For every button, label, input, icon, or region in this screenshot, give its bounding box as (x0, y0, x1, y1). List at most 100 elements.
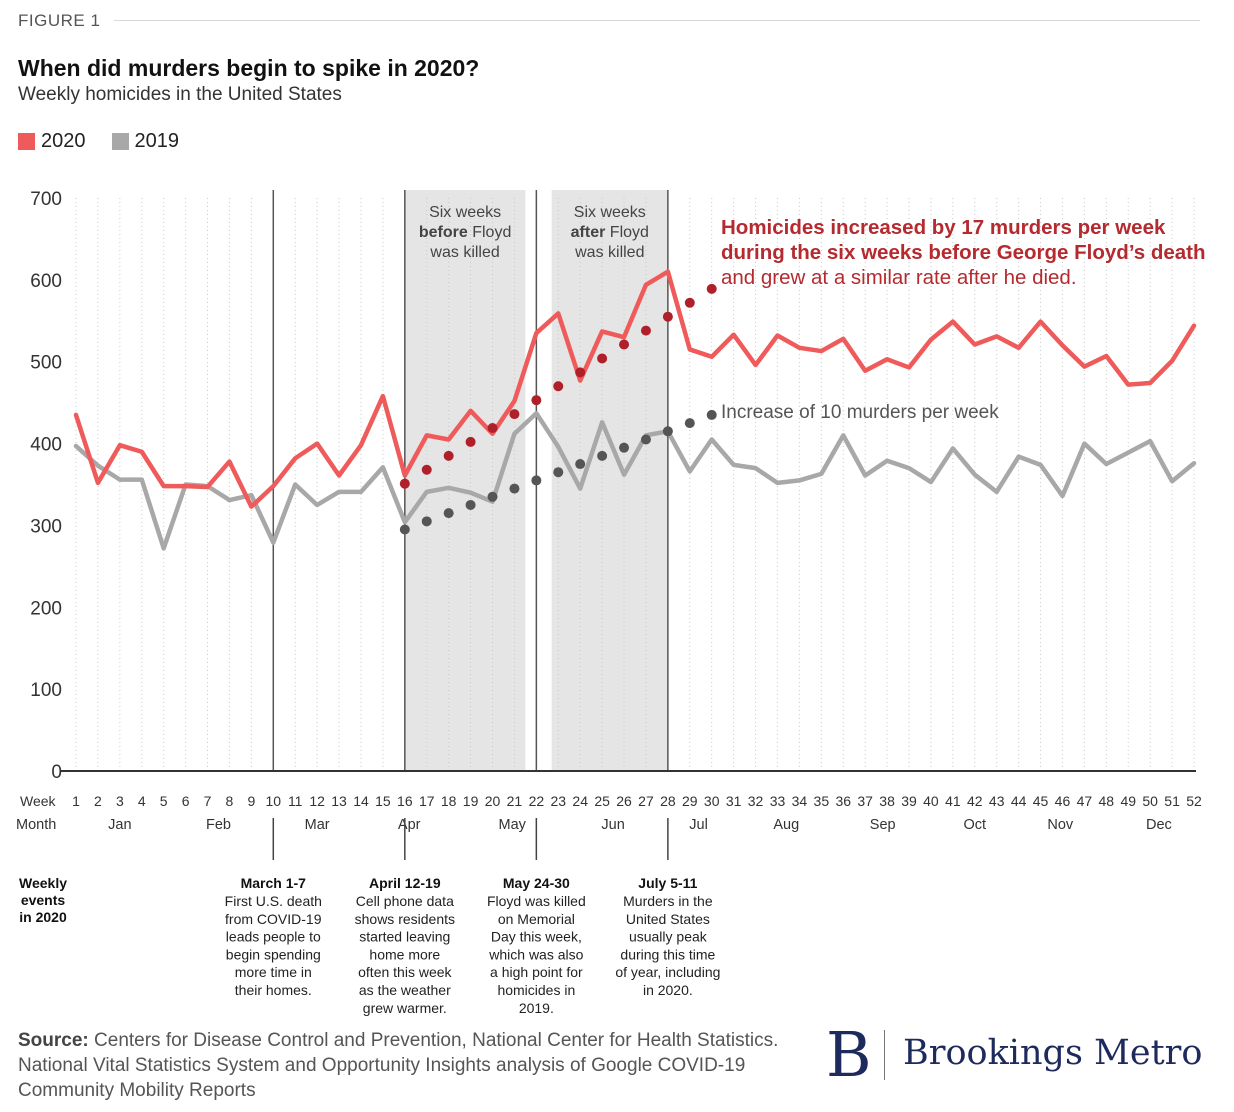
month-label-apr: Apr (398, 817, 421, 833)
event-1-line-3: leads people to (226, 929, 321, 945)
trend-dot-2019-week-26 (619, 442, 630, 453)
x-tick-52: 52 (1186, 793, 1202, 809)
legend-label-2019: 2019 (134, 130, 180, 152)
event-2-line-1: Cell phone data (356, 893, 454, 909)
legend: 2020 2019 (18, 130, 179, 153)
trend-dot-2020-week-16 (399, 478, 410, 489)
x-tick-46: 46 (1055, 793, 1071, 809)
legend-label-2020: 2020 (41, 130, 86, 152)
event-4-line-1: Murders in the (623, 893, 713, 909)
x-tick-12: 12 (309, 793, 325, 809)
brookings-logo-mark: B (826, 1018, 872, 1091)
trend-dot-2020-week-21 (509, 409, 520, 420)
y-tick-100: 100 (30, 680, 62, 701)
series-line-2019 (73, 411, 1197, 551)
shaded-region-2 (551, 190, 668, 771)
event-4-line-3: usually peak (629, 929, 708, 945)
event-4-line-6: in 2020. (643, 982, 693, 998)
event-1-line-4: begin spending (226, 946, 321, 962)
month-label-mar: Mar (305, 817, 330, 833)
source-label: Source: (18, 1030, 89, 1051)
shaded-region-1 (404, 190, 526, 771)
events-label-line-2: events (21, 892, 66, 908)
x-tick-9: 9 (247, 793, 255, 809)
source-note: Source: Centers for Disease Control and … (18, 1028, 808, 1103)
source-text: Centers for Disease Control and Preventi… (18, 1030, 779, 1101)
event-3-line-5: a high point for (490, 964, 583, 980)
x-tick-17: 17 (419, 793, 435, 809)
logo-divider (884, 1030, 885, 1080)
x-tick-45: 45 (1033, 793, 1049, 809)
trend-dot-2020-week-25 (597, 353, 608, 364)
event-2-line-3: started leaving (359, 929, 450, 945)
x-tick-42: 42 (967, 793, 983, 809)
x-tick-5: 5 (160, 793, 168, 809)
legend-item-2020: 2020 (18, 130, 86, 153)
trend-dot-2019-week-19 (465, 499, 476, 510)
event-title-2: April 12-19 (369, 875, 441, 891)
x-tick-44: 44 (1011, 793, 1027, 809)
x-tick-34: 34 (792, 793, 808, 809)
x-tick-6: 6 (182, 793, 190, 809)
annotation-red-line-1: Homicides increased by 17 murders per we… (721, 216, 1166, 239)
event-1-line-6: their homes. (235, 982, 312, 998)
x-axis-week-label: Week (20, 793, 57, 809)
x-tick-28: 28 (660, 793, 676, 809)
event-1-line-2: from COVID-19 (225, 911, 322, 927)
legend-swatch-2020 (18, 133, 35, 150)
x-tick-37: 37 (857, 793, 873, 809)
annotation-red-line-2: during the six weeks before George Floyd… (721, 241, 1206, 264)
x-tick-4: 4 (138, 793, 146, 809)
month-label-sep: Sep (870, 817, 896, 833)
trend-dot-2019-week-25 (597, 450, 608, 461)
x-tick-13: 13 (331, 793, 347, 809)
x-tick-43: 43 (989, 793, 1005, 809)
trend-dot-2020-week-24 (575, 367, 586, 378)
trend-dot-2019-week-20 (487, 491, 498, 502)
trend-dot-2019-week-18 (443, 508, 454, 519)
x-tick-31: 31 (726, 793, 742, 809)
y-tick-300: 300 (30, 516, 62, 537)
x-tick-21: 21 (507, 793, 523, 809)
x-tick-25: 25 (594, 793, 610, 809)
shaded-label-1-line-2: before Floyd (419, 224, 511, 241)
x-tick-48: 48 (1099, 793, 1115, 809)
trend-dot-2019-week-23 (553, 467, 564, 478)
month-label-jan: Jan (108, 817, 131, 833)
series-line-2020 (73, 269, 1197, 509)
x-tick-40: 40 (923, 793, 939, 809)
event-2-line-2: shows residents (355, 911, 455, 927)
event-2-line-6: as the weather (359, 982, 451, 998)
figure-divider (114, 20, 1200, 21)
trend-dot-2020-week-26 (619, 339, 630, 350)
x-tick-29: 29 (682, 793, 698, 809)
event-title-1: March 1-7 (241, 875, 307, 891)
x-tick-14: 14 (353, 793, 369, 809)
legend-item-2019: 2019 (111, 130, 180, 153)
chart-subtitle: Weekly homicides in the United States (18, 84, 342, 105)
x-tick-30: 30 (704, 793, 720, 809)
event-3-line-6: homicides in (497, 982, 575, 998)
line-chart: Six weeks before Floyd was killed Six weeks… (16, 189, 1206, 1016)
trend-dot-2019-week-16 (399, 524, 410, 535)
x-tick-7: 7 (204, 793, 212, 809)
x-tick-24: 24 (572, 793, 588, 809)
shaded-label-2-line-2: after Floyd (571, 224, 649, 241)
x-tick-47: 47 (1077, 793, 1093, 809)
events-label-line-3: in 2020 (19, 909, 67, 925)
trend-dot-2019-week-24 (575, 459, 586, 470)
trend-dot-2020-week-30 (706, 283, 717, 294)
trend-dot-2020-week-19 (465, 436, 476, 447)
x-tick-15: 15 (375, 793, 391, 809)
y-tick-200: 200 (30, 598, 62, 619)
event-1-line-1: First U.S. death (225, 893, 322, 909)
event-2-line-7: grew warmer. (363, 1000, 447, 1016)
x-axis-month-label: Month (16, 817, 56, 833)
trend-dot-2020-week-28 (662, 311, 673, 322)
trend-dot-2020-week-27 (640, 325, 651, 336)
shaded-label-1-line-1: Six weeks (429, 204, 501, 221)
y-tick-0: 0 (51, 762, 62, 783)
event-title-3: May 24-30 (503, 875, 570, 891)
x-tick-32: 32 (748, 793, 764, 809)
month-label-jul: Jul (689, 817, 708, 833)
